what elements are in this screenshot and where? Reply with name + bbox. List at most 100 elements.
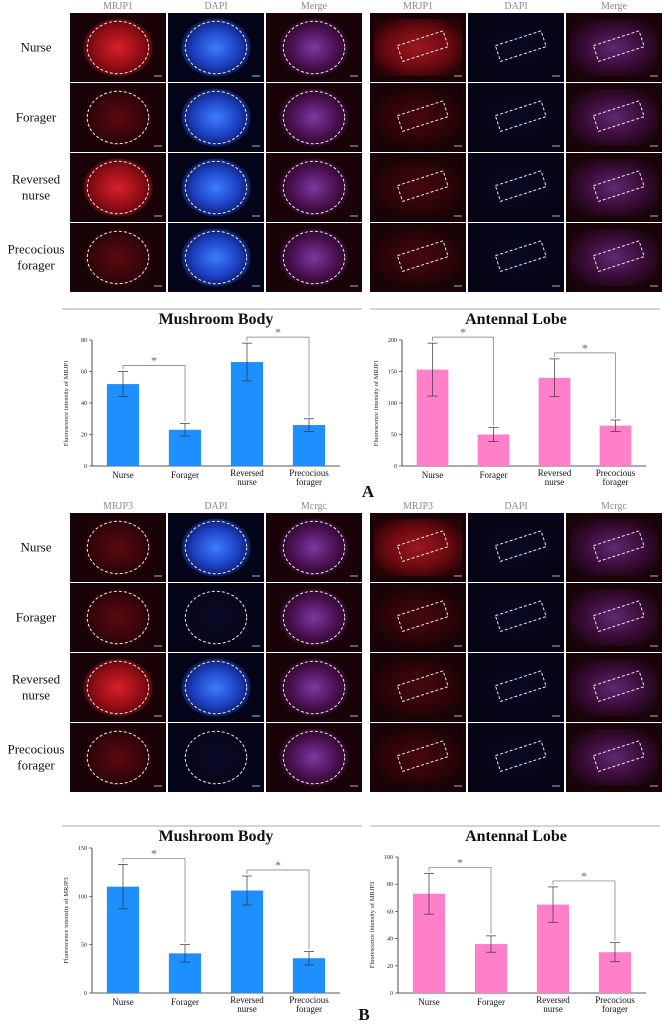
tissue-region xyxy=(279,658,349,717)
roi-rectangle-outline xyxy=(592,170,645,203)
channel-header: MRJP1 xyxy=(403,1,433,12)
roi-rectangle-outline xyxy=(396,600,449,633)
mushroom-body-dapi-tile xyxy=(168,583,264,652)
row-label: Precocious xyxy=(7,742,64,757)
y-tick-label: 50 xyxy=(391,433,397,439)
y-tick-label: 150 xyxy=(388,370,397,376)
roi-rectangle-outline xyxy=(592,30,645,63)
roi-rectangle-outline xyxy=(494,30,547,63)
x-tick-label: Precocious xyxy=(596,468,636,478)
antennal-lobe-merge-tile xyxy=(566,223,662,292)
roi-circle-outline xyxy=(86,660,150,715)
tissue-region xyxy=(374,659,462,716)
tissue-region xyxy=(83,18,153,77)
significance-bracket xyxy=(428,866,492,934)
significance-star: * xyxy=(457,855,463,869)
channel-header: Mcrgc xyxy=(301,501,327,512)
roi-circle-outline xyxy=(282,160,346,215)
tissue-region xyxy=(374,589,462,646)
channel-header: Merge xyxy=(601,1,627,12)
row-label: Nurse xyxy=(20,540,51,555)
roi-circle-outline xyxy=(86,20,150,75)
y-tick-label: 0 xyxy=(84,991,87,997)
roi-rectangle-outline xyxy=(592,240,645,273)
roi-circle-outline xyxy=(184,730,248,785)
channel-header: Mcrgc xyxy=(601,501,627,512)
panel-label: A xyxy=(362,482,375,501)
roi-rectangle-outline xyxy=(396,670,449,703)
tissue-region xyxy=(279,588,349,647)
x-tick-label: Forager xyxy=(171,997,199,1007)
tissue-region xyxy=(83,658,153,717)
bar xyxy=(599,425,632,466)
antennal-lobe-dapi-tile xyxy=(468,723,564,792)
x-tick-label: Nurse xyxy=(422,470,444,480)
roi-circle-outline xyxy=(282,520,346,575)
bar xyxy=(292,425,326,466)
x-tick-label: Forager xyxy=(477,997,505,1007)
significance-bracket xyxy=(122,858,186,943)
row-label: nurse xyxy=(22,688,50,703)
chart-title: Mushroom Body xyxy=(159,828,274,845)
antennal-lobe-dapi-tile xyxy=(468,513,564,582)
row-label: Forager xyxy=(16,610,57,625)
x-tick-label: Reversed xyxy=(230,468,264,478)
y-tick-label: 80 xyxy=(387,882,393,888)
antennal-lobe-dapi-tile xyxy=(468,223,564,292)
x-tick-label: Precocious xyxy=(289,995,329,1005)
roi-rectangle-outline xyxy=(396,170,449,203)
roi-circle-outline xyxy=(86,230,150,285)
row-label: Reversed xyxy=(12,672,61,687)
antennal-lobe-mrjp-tile xyxy=(370,83,466,152)
tissue-region xyxy=(570,159,658,216)
y-tick-label: 200 xyxy=(388,338,397,344)
roi-rectangle-outline xyxy=(396,100,449,133)
significance-star: * xyxy=(275,858,281,872)
mushroom-body-mrjp-tile xyxy=(70,583,166,652)
x-tick-label: Precocious xyxy=(289,468,329,478)
roi-rectangle-outline xyxy=(592,740,645,773)
significance-star: * xyxy=(460,325,466,339)
tissue-region xyxy=(181,228,251,287)
channel-header: DAPI xyxy=(504,1,527,12)
tissue-region xyxy=(570,19,658,76)
channel-header: MRJP1 xyxy=(103,1,133,12)
roi-circle-outline xyxy=(184,590,248,645)
antennal-lobe-merge-tile xyxy=(566,153,662,222)
y-tick-label: 40 xyxy=(387,937,393,943)
roi-rectangle-outline xyxy=(494,740,547,773)
roi-circle-outline xyxy=(184,160,248,215)
tissue-region xyxy=(279,18,349,77)
bar-chart: 0 50 100 150 Fluorescence intensity of MRJP3… xyxy=(63,846,340,1014)
significance-star: * xyxy=(151,846,157,860)
y-tick-label: 20 xyxy=(387,964,393,970)
mushroom-body-dapi-tile xyxy=(168,223,264,292)
roi-rectangle-outline xyxy=(494,670,547,703)
x-tick-label: Nurse xyxy=(112,997,134,1007)
x-tick-label: nurse xyxy=(545,477,565,487)
antennal-lobe-merge-tile xyxy=(566,83,662,152)
mushroom-body-mrjp-tile xyxy=(70,223,166,292)
tissue-region xyxy=(570,519,658,576)
x-tick-label: Reversed xyxy=(536,995,570,1005)
roi-rectangle-outline xyxy=(396,240,449,273)
bar-chart: 0 50 100 150 200 Fluorescence intensity of MR… xyxy=(373,325,646,487)
antennal-lobe-merge-tile xyxy=(566,653,662,722)
significance-bracket xyxy=(552,880,616,941)
mushroom-body-dapi-tile xyxy=(168,723,264,792)
roi-rectangle-outline xyxy=(592,670,645,703)
x-tick-label: Nurse xyxy=(418,997,440,1007)
mushroom-body-merge-tile xyxy=(266,83,362,152)
y-tick-label: 40 xyxy=(81,401,87,407)
mushroom-body-mrjp-tile xyxy=(70,13,166,82)
mushroom-body-merge-tile xyxy=(266,653,362,722)
x-tick-label: forager xyxy=(296,1004,322,1014)
roi-rectangle-outline xyxy=(494,170,547,203)
tissue-region xyxy=(279,228,349,287)
row-label: nurse xyxy=(22,188,50,203)
y-tick-label: 100 xyxy=(384,855,393,861)
roi-circle-outline xyxy=(184,90,248,145)
antennal-lobe-mrjp-tile xyxy=(370,723,466,792)
tissue-region xyxy=(83,518,153,577)
x-tick-label: Forager xyxy=(480,470,508,480)
